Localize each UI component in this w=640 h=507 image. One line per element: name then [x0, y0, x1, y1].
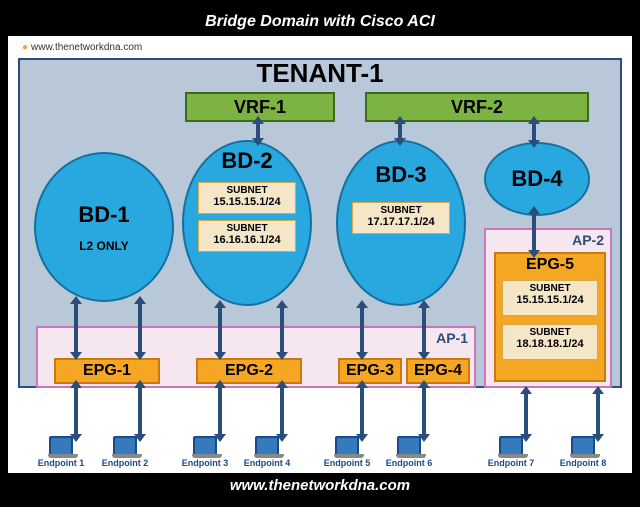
computer-icon — [499, 436, 523, 456]
endpoint-label: Endpoint 1 — [34, 458, 88, 468]
computer-icon — [571, 436, 595, 456]
endpoint: Endpoint 7 — [484, 436, 538, 468]
arrow-icon — [360, 386, 364, 436]
endpoint: Endpoint 8 — [556, 436, 610, 468]
epg-box: EPG-3 — [338, 358, 402, 384]
endpoint-label: Endpoint 5 — [320, 458, 374, 468]
endpoint-label: Endpoint 6 — [382, 458, 436, 468]
ap-box: AP-2 EPG-5 SUBNET15.15.15.1/24 SUBNET18.18.… — [484, 228, 612, 388]
bd-circle: BD-1 L2 ONLY — [34, 152, 174, 302]
bd-label: BD-4 — [486, 166, 588, 192]
bd-label: BD-2 — [184, 148, 310, 174]
arrow-icon — [138, 302, 142, 354]
arrow-icon — [256, 122, 260, 140]
endpoint-label: Endpoint 7 — [484, 458, 538, 468]
epg-label: EPG-1 — [56, 360, 158, 382]
epg-box: EPG-5 SUBNET15.15.15.1/24 SUBNET18.18.18.1… — [494, 252, 606, 382]
endpoint: Endpoint 4 — [240, 436, 294, 468]
arrow-icon — [596, 392, 600, 436]
endpoint-label: Endpoint 4 — [240, 458, 294, 468]
endpoint: Endpoint 1 — [34, 436, 88, 468]
arrow-icon — [280, 306, 284, 354]
bd-label: BD-1 — [36, 202, 172, 228]
ap-box: AP-1 EPG-1 EPG-2 EPG-3 EPG-4 — [36, 326, 476, 388]
bd-circle: BD-4 — [484, 142, 590, 216]
arrow-icon — [422, 386, 426, 436]
arrow-icon — [532, 212, 536, 252]
arrow-icon — [218, 386, 222, 436]
header-bar: Bridge Domain with Cisco ACI — [8, 8, 632, 36]
bd-circle: BD-3 SUBNET17.17.17.1/24 — [336, 140, 466, 306]
arrow-icon — [422, 306, 426, 354]
endpoint: Endpoint 2 — [98, 436, 152, 468]
computer-icon — [335, 436, 359, 456]
endpoint-label: Endpoint 2 — [98, 458, 152, 468]
subnet-box: SUBNET18.18.18.1/24 — [502, 324, 598, 360]
arrow-icon — [524, 392, 528, 436]
subnet-box: SUBNET17.17.17.1/24 — [352, 202, 450, 234]
ap-label: AP-2 — [572, 232, 604, 248]
endpoint: Endpoint 3 — [178, 436, 232, 468]
arrow-icon — [138, 386, 142, 436]
subnet-box: SUBNET15.15.15.1/24 — [198, 182, 296, 214]
footer-bar: www.thenetworkdna.com — [8, 473, 632, 499]
epg-label: EPG-3 — [340, 360, 400, 382]
ap-label: AP-1 — [436, 330, 468, 346]
arrow-icon — [74, 302, 78, 354]
arrow-icon — [218, 306, 222, 354]
computer-icon — [193, 436, 217, 456]
diagram-canvas: TENANT-1 VRF-1VRF-2BD-1L2 ONLYBD-2SUBNET… — [8, 36, 632, 473]
epg-box: EPG-4 — [406, 358, 470, 384]
diagram-frame: Bridge Domain with Cisco ACI www.thenetw… — [6, 6, 634, 501]
endpoint-label: Endpoint 3 — [178, 458, 232, 468]
arrow-icon — [360, 306, 364, 354]
bd-circle: BD-2 SUBNET15.15.15.1/24 SUBNET16.16.16.1/… — [182, 140, 312, 306]
epg-label: EPG-5 — [496, 254, 604, 276]
arrow-icon — [532, 122, 536, 142]
subnet-box: SUBNET15.15.15.1/24 — [502, 280, 598, 316]
tenant-box: TENANT-1 VRF-1VRF-2BD-1L2 ONLYBD-2SUBNET… — [18, 58, 622, 388]
endpoint-label: Endpoint 8 — [556, 458, 610, 468]
bd-label: BD-3 — [338, 162, 464, 188]
computer-icon — [397, 436, 421, 456]
tenant-label: TENANT-1 — [20, 58, 620, 89]
subnet-box: SUBNET16.16.16.1/24 — [198, 220, 296, 252]
endpoint: Endpoint 6 — [382, 436, 436, 468]
arrow-icon — [398, 122, 402, 140]
arrow-icon — [74, 386, 78, 436]
bd-sublabel: L2 ONLY — [36, 239, 172, 253]
epg-label: EPG-2 — [198, 360, 300, 382]
computer-icon — [49, 436, 73, 456]
computer-icon — [113, 436, 137, 456]
computer-icon — [255, 436, 279, 456]
epg-label: EPG-4 — [408, 360, 468, 382]
endpoint: Endpoint 5 — [320, 436, 374, 468]
arrow-icon — [280, 386, 284, 436]
